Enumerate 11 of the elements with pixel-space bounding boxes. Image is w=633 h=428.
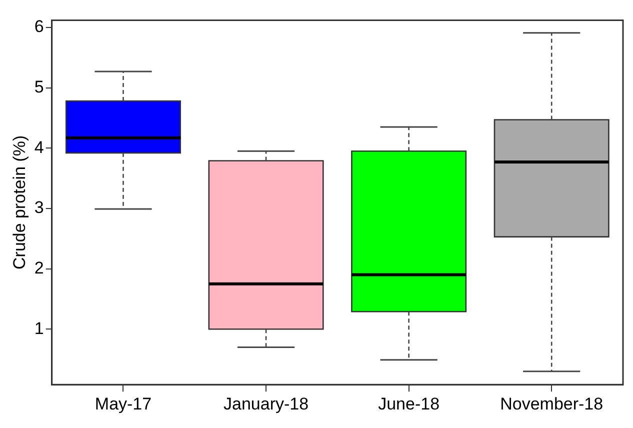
x-tick-label: June-18 bbox=[378, 394, 440, 414]
y-tick-label: 5 bbox=[34, 77, 44, 96]
y-tick-label: 6 bbox=[34, 17, 44, 36]
y-tick-label: 3 bbox=[34, 198, 44, 218]
y-tick-label: 1 bbox=[34, 318, 44, 338]
x-tick-label: January-18 bbox=[224, 394, 309, 414]
y-axis-title: Crude protein (%) bbox=[10, 135, 29, 270]
x-tick-label: November-18 bbox=[500, 394, 604, 414]
y-tick-label: 4 bbox=[34, 138, 44, 157]
x-tick-label: May-17 bbox=[94, 394, 152, 414]
y-tick-label: 2 bbox=[34, 258, 44, 278]
